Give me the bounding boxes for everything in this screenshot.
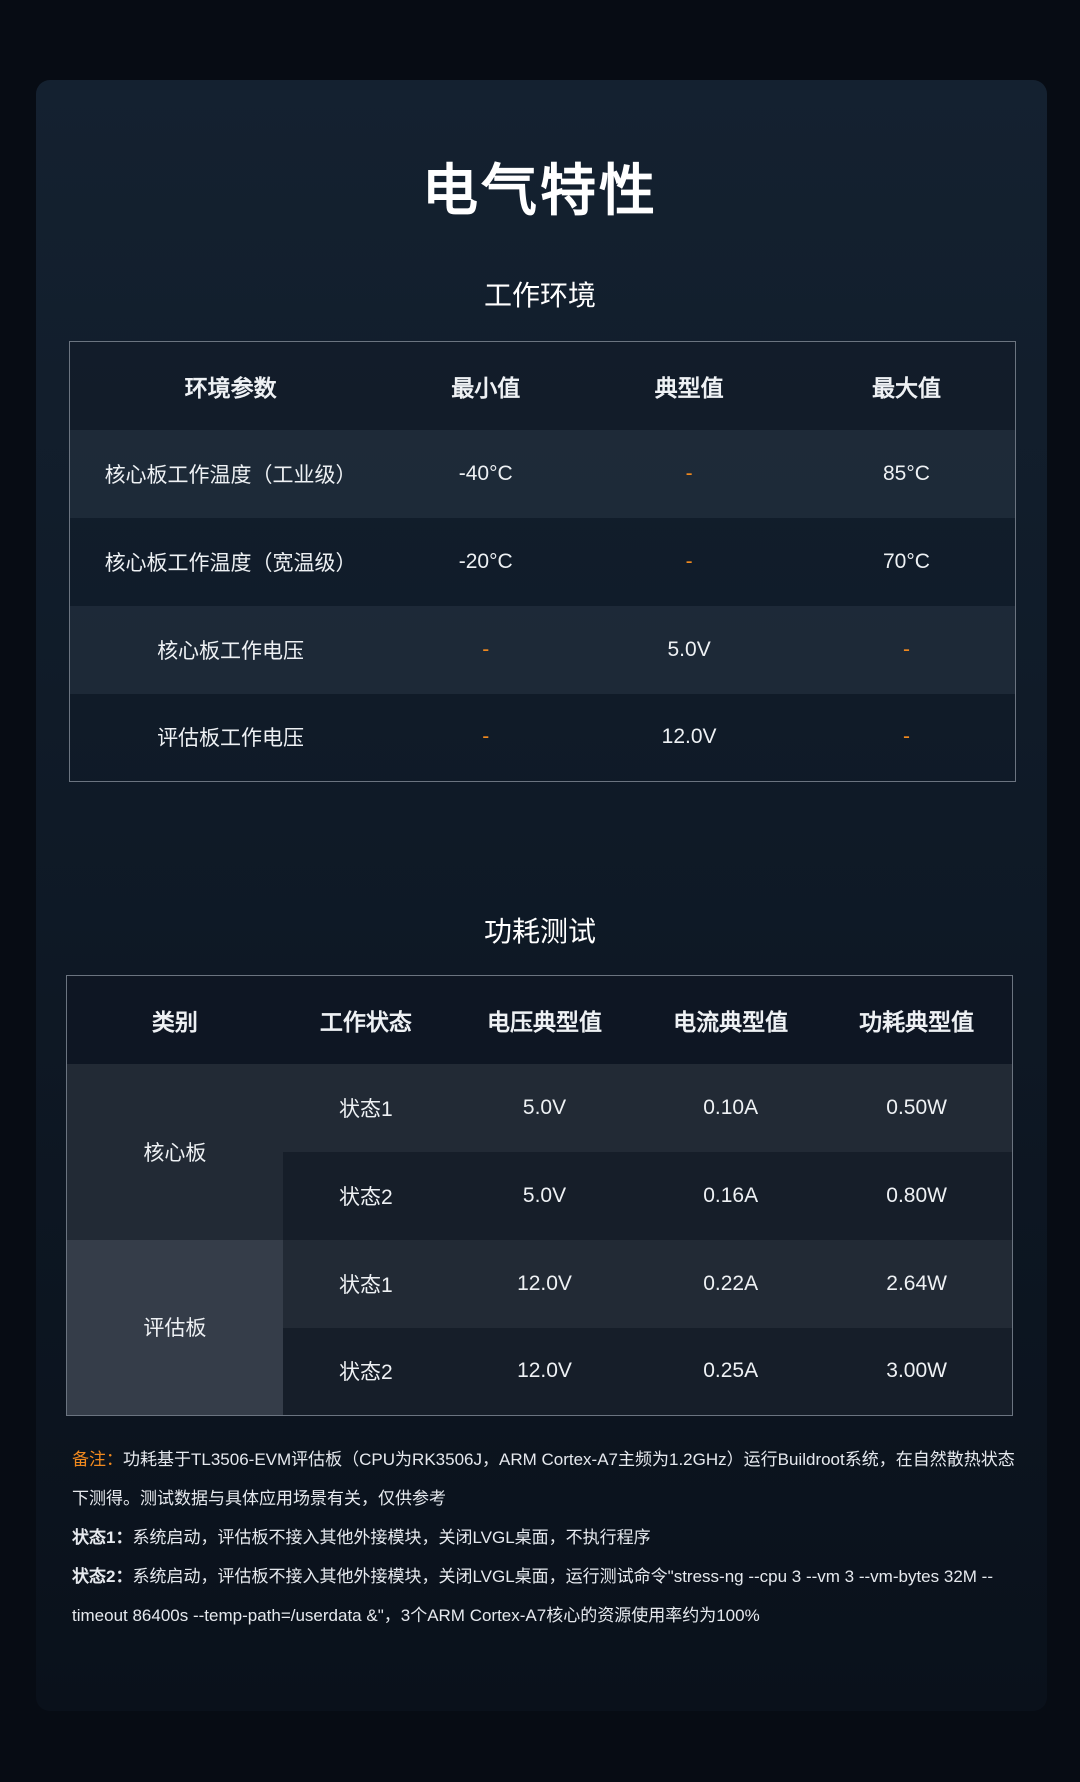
table-row: 状态2 5.0V 0.16A 0.80W (67, 1151, 1013, 1240)
table-cell: 核心板工作电压 (69, 605, 392, 694)
header-cell: 功耗典型值 (859, 1008, 975, 1035)
table-cell: 0.16A (640, 1151, 822, 1240)
table-cell: 状态1 (282, 1239, 449, 1328)
header-cell: 电压典型值 (487, 1008, 602, 1035)
table-cell: 0.80W (821, 1151, 1013, 1240)
category-cell: 评估板 (66, 1239, 283, 1416)
table-cell: 状态2 (282, 1327, 449, 1416)
env-section-title: 工作环境 (483, 280, 596, 311)
table-cell: 状态1 (282, 1063, 449, 1152)
env-table: 环境参数 最小值 典型值 最大值 核心板工作温度（工业级） -40°C -85°C 核… (69, 341, 1016, 782)
table-cell: 12.0V (448, 1239, 641, 1328)
table-cell: 12.0V (448, 1327, 641, 1416)
content-card (36, 80, 1047, 1711)
table-cell: - (580, 429, 798, 518)
table-cell: -20°C (458, 549, 513, 573)
note-state2: 状态2：系统启动，评估板不接入其他外接模块，关闭LVGL桌面，运行测试命令"st… (72, 1557, 1022, 1635)
table-row: 评估板工作电压 - 12.0V - (70, 694, 1016, 782)
header-cell: 工作状态 (319, 1008, 412, 1035)
notes: 备注：功耗基于TL3506-EVM评估板（CPU为RK3506J，ARM Cor… (72, 1440, 1022, 1635)
table-cell: 2.64W (821, 1239, 1013, 1328)
state2-label: 状态2： (72, 1567, 133, 1586)
table-cell: 5.0V (580, 605, 798, 694)
table-cell: - (902, 725, 910, 749)
table-cell: - (482, 725, 490, 749)
table-cell: 核心板工作温度（宽温级） (104, 551, 357, 575)
table-cell: 状态2 (282, 1151, 449, 1240)
table-cell: 5.0V (448, 1063, 641, 1152)
header-cell: 典型值 (654, 374, 724, 401)
table-cell: 0.25A (640, 1327, 822, 1416)
header-cell: 电流典型值 (673, 1008, 789, 1035)
table-row: 核心板 状态1 5.0V 0.10A 0.50W (66, 1063, 1013, 1240)
table-cell: -40°C (391, 429, 581, 518)
state2-text: 系统启动，评估板不接入其他外接模块，关闭LVGL桌面，运行测试命令"stress… (72, 1567, 993, 1625)
table-row: 核心板工作电压 -5.0V - (69, 605, 1016, 694)
page-title: 电气特性 (422, 159, 658, 222)
note-state1: 状态1：系统启动，评估板不接入其他外接模块，关闭LVGL桌面，不执行程序 (72, 1518, 1022, 1557)
header-cell: 环境参数 (184, 374, 277, 401)
table-header-row: 类别 工作状态 电压典型值 电流典型值 功耗典型值 (66, 975, 1013, 1064)
state1-label: 状态1： (72, 1528, 133, 1547)
table-cell: - (391, 605, 581, 694)
table-cell: - (797, 605, 1016, 694)
table-cell: 3.00W (821, 1327, 1013, 1416)
power-table: 类别 工作状态 电压典型值 电流典型值 功耗典型值 核心板 状态1 5.0V 0.10… (66, 975, 1013, 1416)
table-cell: 评估板工作电压 (157, 727, 305, 751)
table-row: 评估板 状态1 12.0V 0.22A 2.64W (66, 1239, 1013, 1416)
table-row: 状态2 12.0V 0.25A 3.00W (67, 1327, 1013, 1416)
header-cell: 最大值 (871, 374, 941, 401)
header-cell: 最小值 (451, 374, 521, 401)
table-cell: 0.50W (821, 1063, 1013, 1152)
table-cell: 12.0V (661, 725, 717, 749)
table-cell: - (685, 549, 693, 573)
table-cell: 85°C (797, 429, 1016, 518)
power-section-title: 功耗测试 (483, 916, 596, 947)
table-cell: 5.0V (448, 1151, 641, 1240)
category-cell: 核心板 (66, 1063, 283, 1240)
table-row: 核心板工作温度（宽温级） -20°C - 70°C (70, 518, 1016, 606)
table-cell: 核心板工作温度（工业级） (69, 429, 392, 518)
table-cell: 70°C (882, 549, 930, 573)
note-label: 备注： (72, 1450, 123, 1469)
table-row: 核心板工作温度（工业级） -40°C -85°C (69, 429, 1016, 518)
state1-text: 系统启动，评估板不接入其他外接模块，关闭LVGL桌面，不执行程序 (132, 1528, 651, 1547)
table-header-row: 环境参数 最小值 典型值 最大值 (69, 341, 1016, 430)
table-cell: 0.10A (640, 1063, 822, 1152)
note-text: 功耗基于TL3506-EVM评估板（CPU为RK3506J，ARM Cortex… (72, 1450, 1015, 1508)
header-cell: 类别 (151, 1008, 198, 1035)
note-remark: 备注：功耗基于TL3506-EVM评估板（CPU为RK3506J，ARM Cor… (72, 1440, 1022, 1518)
table-cell: 0.22A (640, 1239, 822, 1328)
